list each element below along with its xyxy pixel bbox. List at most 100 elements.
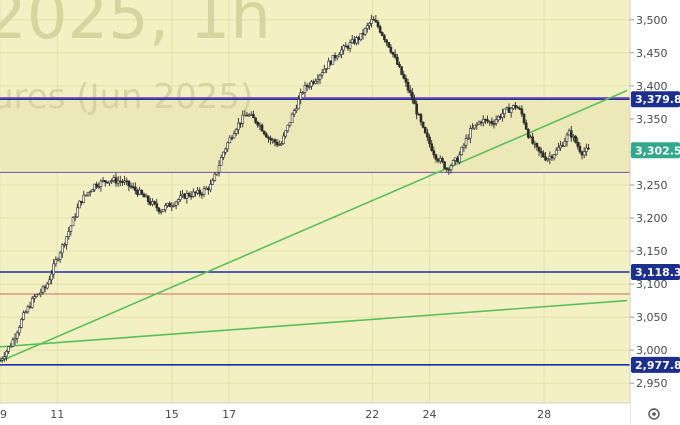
candle [380,31,384,37]
candle [363,27,367,37]
candle [398,61,401,68]
candle [331,55,335,65]
candle [569,125,573,142]
price-axis: 2,9503,0003,0503,1003,1503,2003,2503,300… [630,14,668,390]
candle-body [260,124,264,132]
candle-body [518,107,522,110]
candle-body [129,185,133,188]
candle-body [179,195,182,200]
candle [458,151,461,165]
candle-body [464,138,468,146]
candle-body [514,104,517,108]
candle-body [91,189,94,193]
candle-body [563,141,567,147]
candle-body [477,121,481,125]
time-tick-label: 15 [165,408,179,421]
candle [273,138,277,147]
candle-body [7,346,10,352]
candle-body [60,244,64,254]
candle [565,132,569,147]
candle [67,226,71,240]
candle-body [254,117,257,123]
candle-body [318,74,322,80]
candle-body [200,193,204,196]
candle [13,333,17,345]
candle [516,105,519,109]
candle-body [353,39,356,44]
candle [376,19,380,29]
candle-body [41,286,45,293]
candle-body [202,188,206,195]
time-tick-label: 11 [50,408,64,421]
candle [71,216,75,227]
candle [396,53,399,66]
candle-body [554,149,558,156]
candle-body [490,120,494,124]
candle [514,101,517,110]
settings-icon[interactable] [648,408,660,420]
candle-body [316,78,320,82]
time-tick-label: 17 [222,408,236,421]
candle [198,187,202,198]
candle-body [434,154,438,160]
candle-body [232,133,236,139]
candle [157,207,161,215]
candle-body [13,337,17,341]
candle [503,108,507,119]
candle-body [301,92,305,94]
candle-body [505,107,509,110]
candle [183,192,187,200]
candle-body [501,113,504,118]
candle [443,161,446,170]
candle-body [159,211,163,213]
candle [11,337,15,348]
candle-body [99,180,103,187]
candle-body [535,142,539,148]
candle [542,150,545,158]
candle [108,180,111,187]
candle-body [494,119,498,124]
candle-body [383,35,386,41]
candle-body [228,137,232,144]
candle [402,70,406,80]
level-price-tag-text: 3,379.8 [635,93,680,106]
candle-body [18,327,21,334]
candle [41,285,45,295]
candle-body [153,201,156,204]
candle-body [565,134,569,142]
candle-body [136,190,139,195]
candle [280,141,283,146]
candle [58,250,62,263]
candle-body [28,306,32,308]
candle-body [226,142,229,150]
candle-body [475,123,479,126]
candle-body [357,37,360,40]
candle-body [544,156,547,161]
candle-body [333,55,337,59]
candle-body [215,171,219,175]
candle-body [140,189,144,195]
candle [576,137,580,150]
candle [408,85,412,97]
candle [295,104,298,113]
candle-body [258,124,262,127]
candle-body [524,122,528,130]
candle-body [445,168,449,170]
candle-body [144,195,148,198]
candle-body [348,42,352,49]
candle-body [419,114,423,123]
candle [267,135,270,143]
candle-body [329,60,333,65]
candle [37,293,40,296]
candle-body [209,183,212,191]
candle [301,91,305,95]
candle-body [297,99,300,110]
candle-body [288,122,292,126]
price-tags: 3,379.8 3,118.3 2,977.8 3,302.5 [631,91,680,373]
candle [462,143,466,152]
price-tick-label: 3,450 [636,47,668,60]
candle-body [127,180,131,187]
candle [537,146,541,157]
horizontal-levels [0,97,630,366]
candle-body [0,359,2,362]
